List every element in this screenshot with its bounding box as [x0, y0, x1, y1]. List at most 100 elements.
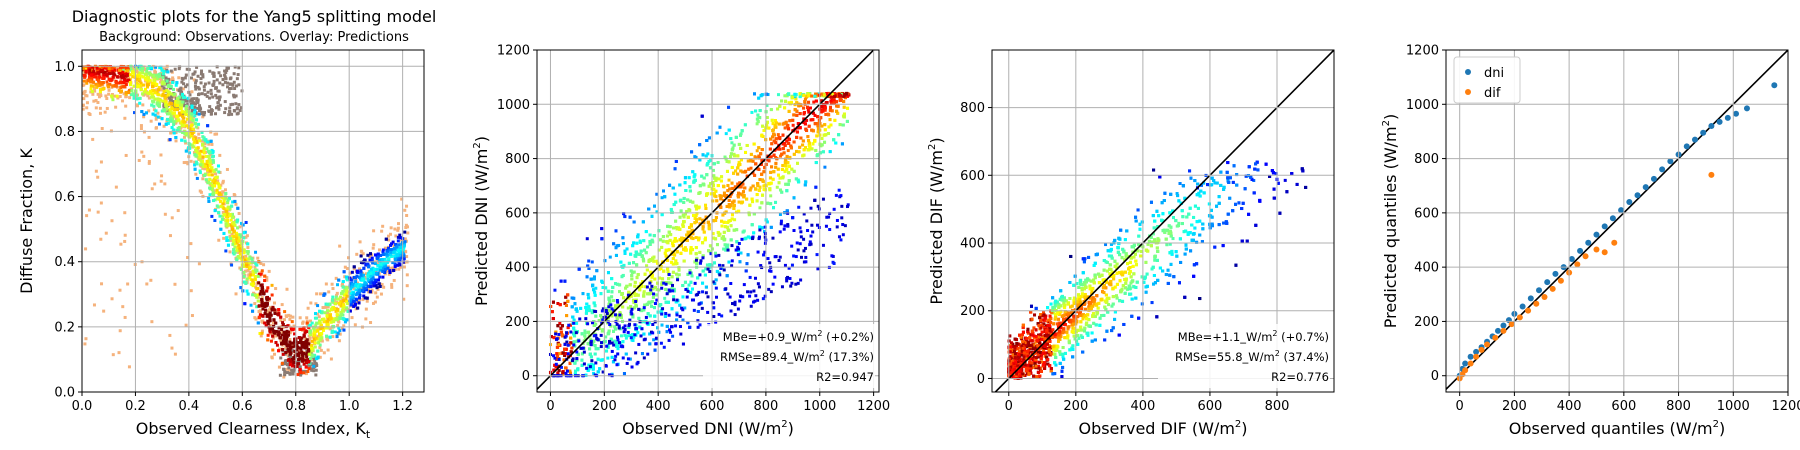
density-point [400, 248, 404, 252]
density-point [196, 146, 200, 150]
density-point [341, 289, 345, 293]
density-point [251, 309, 255, 313]
density-point [208, 160, 212, 164]
density-point [242, 280, 246, 284]
density-point [191, 101, 195, 105]
density-point [217, 95, 221, 99]
density-point [213, 132, 217, 136]
density-point [171, 76, 175, 80]
density-point [193, 110, 197, 114]
density-point [82, 107, 85, 111]
density-point [261, 307, 265, 311]
density-point [164, 104, 168, 108]
density-point [291, 362, 295, 366]
density-point [143, 72, 147, 76]
density-point [305, 330, 309, 334]
density-point [174, 139, 178, 143]
density-point [110, 77, 114, 81]
density-point [214, 93, 218, 97]
density-point [99, 94, 103, 98]
density-point [400, 197, 404, 201]
density-point [326, 322, 330, 326]
density-point [121, 305, 125, 309]
density-point [217, 89, 221, 93]
density-point [256, 274, 260, 278]
density-point [82, 103, 85, 107]
density-point [315, 292, 319, 296]
density-point [284, 351, 288, 355]
density-point [195, 149, 199, 153]
density-point [207, 149, 211, 153]
density-point [211, 71, 215, 75]
density-point [278, 373, 282, 377]
density-point [202, 148, 206, 152]
density-point [288, 338, 292, 342]
density-point [299, 327, 303, 331]
density-point [283, 373, 287, 377]
density-point [195, 162, 199, 166]
density-point [324, 282, 328, 286]
density-point [215, 96, 219, 100]
density-point [320, 332, 324, 336]
density-point [325, 314, 329, 318]
density-point [636, 233, 640, 237]
density-point [357, 270, 361, 274]
density-point [139, 87, 143, 91]
density-point [95, 66, 99, 70]
density-point [277, 308, 281, 312]
density-point [155, 82, 159, 86]
density-point [385, 252, 389, 256]
density-point [212, 181, 216, 185]
density-point [114, 68, 118, 72]
density-point [134, 93, 138, 97]
density-point [209, 187, 213, 191]
density-point [135, 104, 139, 108]
density-point [369, 274, 373, 278]
density-point [254, 250, 258, 254]
density-point [126, 79, 130, 83]
density-point [272, 301, 276, 305]
density-point [623, 333, 627, 337]
density-point [281, 348, 285, 352]
density-point [303, 369, 307, 373]
density-point [189, 289, 193, 293]
density-point [209, 92, 213, 96]
density-point [253, 275, 257, 279]
density-point [170, 107, 174, 111]
density-point [304, 372, 308, 376]
density-point [213, 218, 217, 222]
density-point [209, 130, 213, 134]
density-point [149, 73, 153, 77]
density-point [99, 88, 103, 92]
density-point [291, 369, 295, 373]
density-point [151, 95, 155, 99]
density-point [192, 78, 196, 82]
density-point [212, 74, 216, 78]
density-point [190, 117, 194, 121]
density-point [280, 361, 284, 365]
density-point [194, 146, 198, 150]
density-point [108, 82, 112, 86]
density-point [202, 113, 206, 117]
density-point [242, 231, 246, 235]
density-point [197, 132, 201, 136]
density-point [225, 238, 229, 242]
density-point [99, 81, 103, 85]
density-point [205, 159, 209, 163]
density-point [312, 358, 316, 362]
density-point [189, 99, 193, 103]
density-point [264, 324, 268, 328]
density-point [193, 84, 197, 88]
density-point [228, 106, 232, 110]
density-point [352, 265, 356, 269]
density-point [189, 127, 193, 131]
density-point [198, 171, 202, 175]
density-point [137, 158, 141, 162]
density-point [300, 353, 304, 357]
density-point [107, 88, 111, 92]
density-point [146, 85, 150, 89]
density-point [154, 65, 158, 69]
density-point [324, 305, 328, 309]
density-point [181, 104, 185, 108]
density-point [182, 116, 186, 120]
